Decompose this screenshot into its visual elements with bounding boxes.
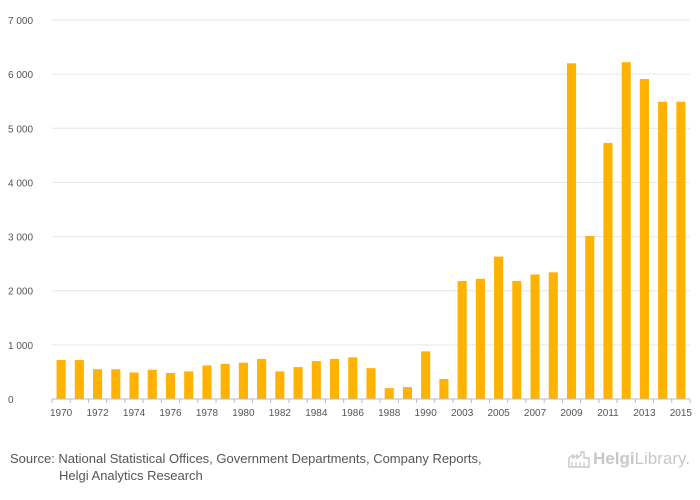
bar-1974: [129, 372, 138, 399]
y-tick-label: 6 000: [8, 70, 33, 81]
x-tick-label: 2003: [451, 408, 474, 419]
y-tick-label: 2 000: [8, 287, 33, 298]
bar-1978: [202, 365, 211, 399]
x-tick-label: 1982: [269, 408, 292, 419]
bar-1985: [330, 359, 339, 399]
x-tick-label: 1976: [159, 408, 182, 419]
bar-1977: [184, 371, 193, 399]
bar-1971: [75, 360, 84, 399]
bar-2012: [622, 62, 631, 399]
x-tick-label: 1978: [196, 408, 219, 419]
bar-2006: [512, 281, 521, 399]
bar-1988: [385, 388, 394, 399]
bars: [57, 62, 686, 399]
x-tick-label: 1986: [342, 408, 365, 419]
bar-1970: [57, 360, 66, 399]
helgi-library-logo: HelgiLibrary.: [568, 449, 690, 469]
bar-1989: [403, 387, 412, 399]
bar-2010: [585, 236, 594, 399]
bar-2013: [640, 79, 649, 399]
factory-icon: [568, 450, 590, 468]
x-tick-label: 2011: [597, 408, 619, 419]
bar-1980: [239, 363, 248, 399]
bar-2011: [603, 143, 612, 399]
x-tick-label: 1984: [305, 408, 328, 419]
bar-1984: [312, 361, 321, 399]
bar-2005: [494, 257, 503, 399]
x-tick-label: 1972: [86, 408, 109, 419]
logo-text-bold: Helgi: [593, 449, 635, 468]
y-tick-label: 0: [8, 395, 14, 406]
x-tick-label: 2015: [670, 408, 693, 419]
x-tick-label: 2007: [524, 408, 547, 419]
bar-1975: [148, 370, 157, 399]
bar-1972: [93, 369, 102, 399]
bar-1991: [439, 379, 448, 399]
source-note: Source: National Statistical Offices, Go…: [10, 450, 550, 484]
bar-2003: [458, 281, 467, 399]
y-tick-label: 5 000: [8, 124, 33, 135]
bar-1981: [257, 359, 266, 399]
bar-2008: [549, 272, 558, 399]
bar-1976: [166, 373, 175, 399]
bar-1979: [221, 364, 230, 399]
bar-1986: [348, 357, 357, 399]
x-axis-ticks: 1970 1972 1974 1976 1978 1980 1982 1984 1986 1988…: [50, 399, 692, 419]
bar-chart: 0 1 000 2 000 3 000 4 000 5 000 6 000 7 000 197…: [0, 0, 700, 440]
bar-1987: [366, 368, 375, 399]
bar-2007: [531, 274, 540, 399]
bar-2009: [567, 63, 576, 399]
bar-2014: [658, 102, 667, 399]
y-tick-label: 7 000: [8, 16, 33, 27]
x-tick-label: 1980: [232, 408, 255, 419]
source-line-2: Helgi Analytics Research: [10, 467, 550, 484]
source-line-1: Source: National Statistical Offices, Go…: [10, 450, 550, 467]
bar-1990: [421, 351, 430, 399]
x-tick-label: 1988: [378, 408, 401, 419]
y-tick-label: 3 000: [8, 233, 33, 244]
y-axis-ticks: 0 1 000 2 000 3 000 4 000 5 000 6 000 7 000: [8, 16, 33, 406]
y-tick-label: 4 000: [8, 178, 33, 189]
bar-2004: [476, 279, 485, 399]
x-tick-label: 1990: [415, 408, 438, 419]
logo-text-light: Library.: [635, 449, 690, 468]
bar-2015: [676, 102, 685, 399]
x-tick-label: 1970: [50, 408, 73, 419]
y-tick-label: 1 000: [8, 341, 33, 352]
bar-1982: [275, 371, 284, 399]
x-tick-label: 2009: [560, 408, 583, 419]
x-tick-label: 2005: [487, 408, 510, 419]
x-tick-label: 1974: [123, 408, 146, 419]
bar-1983: [294, 367, 303, 399]
x-tick-label: 2013: [633, 408, 656, 419]
bar-1973: [111, 369, 120, 399]
